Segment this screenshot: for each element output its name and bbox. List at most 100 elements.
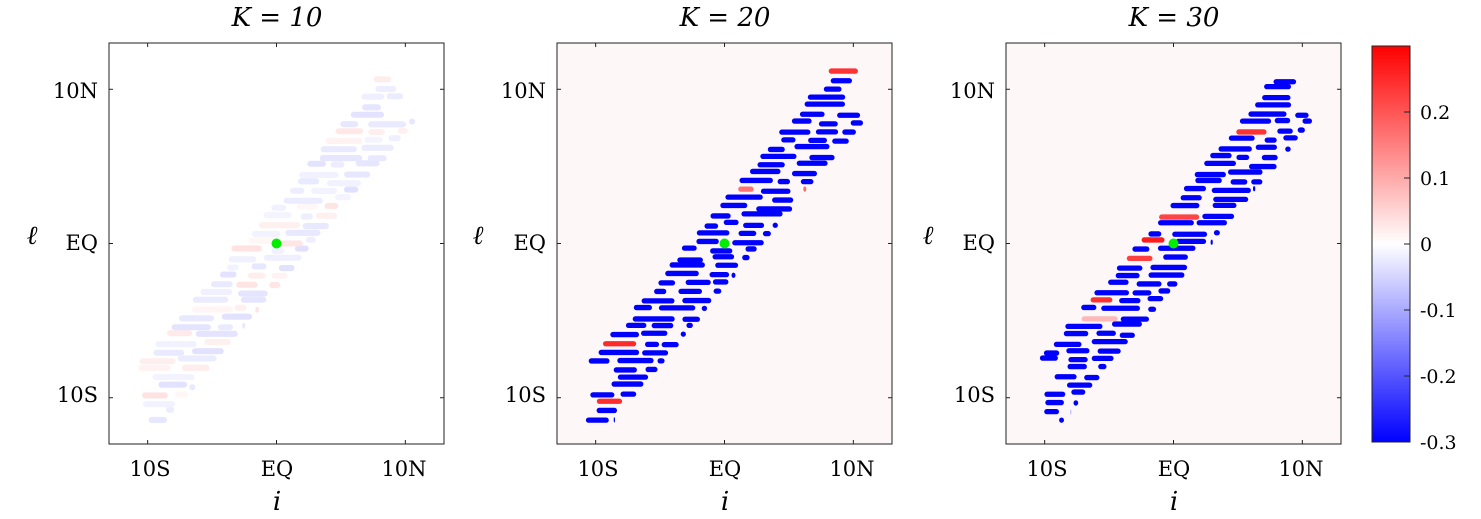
panel-1-cell <box>200 288 233 295</box>
panel-3-cell <box>1251 179 1263 185</box>
panel-1-cell <box>248 237 276 244</box>
colorbar-tick-label-1: 0.1 <box>1420 168 1450 190</box>
panel-2-cell <box>681 245 697 251</box>
panel-1-cell <box>361 93 385 100</box>
panel-2-cell <box>617 374 649 380</box>
panel-2-xlabel: i <box>721 487 729 517</box>
panel-3-cell <box>1044 409 1059 415</box>
panel-2-cell <box>710 213 731 219</box>
panel-3-xtick-2: 10N <box>1278 457 1323 481</box>
panel-2-cell <box>741 211 783 217</box>
panel-1-cell <box>386 93 404 100</box>
panel-2-cell <box>651 322 674 329</box>
panel-1-cell <box>192 306 233 313</box>
panel-3-cell <box>1063 330 1089 337</box>
panel-1-cell <box>343 186 359 193</box>
panel-3-cell <box>1126 255 1153 261</box>
panel-2: K = 20 10S EQ 10N 10N EQ 10S i ℓ <box>473 3 893 517</box>
panel-2-cell <box>760 188 791 194</box>
panel-3-cell <box>1141 237 1165 243</box>
panel-2-cell <box>803 186 807 192</box>
panel-3-cell <box>1255 144 1277 150</box>
panel-1-cell <box>171 324 211 331</box>
panel-3-cell <box>1158 220 1194 226</box>
panel-3-cell <box>1262 95 1291 101</box>
panel-2-xtick-1: EQ <box>709 457 742 481</box>
colorbar-tick-label-4: -0.2 <box>1420 366 1457 388</box>
panel-1-cell <box>220 271 237 278</box>
panel-1-cell <box>302 223 329 230</box>
panel-2-cell <box>828 68 858 74</box>
panel-3-cell <box>1065 323 1103 329</box>
panel-3-cell <box>1274 117 1291 124</box>
colorbar-ticks: 0.2 0.1 0 -0.1 -0.2 -0.3 <box>1404 102 1457 454</box>
panel-3-cell <box>1150 264 1188 271</box>
panel-1-cell <box>278 240 303 247</box>
panel-2-cell <box>815 129 839 135</box>
panel-2-cell <box>611 381 644 387</box>
panel-1-cell <box>305 236 316 243</box>
panel-3-cell <box>1210 239 1213 245</box>
panel-2-cell <box>632 316 675 322</box>
panel-1-marker <box>271 238 282 249</box>
panel-1-cell <box>344 171 371 178</box>
panel-1-cell <box>278 265 295 272</box>
panel-2-cell <box>743 222 765 228</box>
panel-1-cell <box>294 245 309 252</box>
panel-3-cell <box>1261 154 1278 161</box>
panel-3-cell <box>1067 382 1093 388</box>
panel-2-plot-area <box>557 43 892 444</box>
panel-3-cell <box>1195 177 1222 184</box>
panel-1-cell <box>181 364 210 371</box>
panel-3-cell <box>1045 399 1064 406</box>
panel-3-cell <box>1148 306 1157 312</box>
panel-1-cell <box>255 306 260 313</box>
panel-3-cell <box>1068 357 1088 363</box>
panel-1-frame <box>108 42 445 445</box>
panel-3-ytick-2: 10S <box>954 383 995 407</box>
panel-1-cell <box>165 406 175 413</box>
panel-3-cell <box>1196 220 1227 226</box>
panel-1-cell <box>335 194 352 201</box>
panel-1-cell <box>271 204 287 211</box>
panel-1-cell <box>228 256 257 263</box>
panel-3-cell <box>1112 321 1142 327</box>
panel-2-cell <box>669 262 705 268</box>
panel-1-cell <box>148 416 167 423</box>
panel-2-cell <box>680 331 686 337</box>
panel-3-cell <box>1148 231 1162 237</box>
panel-2-cell <box>686 322 693 328</box>
panel-3-cell <box>1218 146 1252 152</box>
panel-2-marker <box>719 238 730 249</box>
panel-1-ytick-1: EQ <box>65 231 98 255</box>
panel-2-cell <box>832 138 849 144</box>
panel-1-cell <box>238 290 268 297</box>
panel-1-cell <box>158 381 188 388</box>
panel-3-cell <box>1067 363 1087 370</box>
panel-2-cell <box>742 254 750 261</box>
panel-1-cell <box>285 229 321 236</box>
panel-1-cell <box>409 118 416 125</box>
panel-2-ytick-1: EQ <box>513 231 546 255</box>
panel-1-xtick-0: 10S <box>129 457 170 481</box>
panel-2-cell <box>704 223 719 229</box>
panel-3: K = 30 10S EQ 10N 10N EQ 10S i ℓ <box>923 3 1342 517</box>
panel-2-cell <box>665 270 699 277</box>
panel-3-cell <box>1081 316 1118 322</box>
panel-2-cell <box>732 240 764 246</box>
panel-2-cell <box>658 305 696 311</box>
panel-3-cell <box>1096 330 1116 336</box>
panel-2-cell <box>696 238 719 245</box>
panel-2-cell <box>794 143 830 150</box>
panel-2-title: K = 20 <box>679 3 771 33</box>
panel-2-cell <box>739 177 773 184</box>
panel-2-cell <box>645 341 660 347</box>
panel-2-cell <box>762 231 771 237</box>
panel-2-cell <box>713 288 722 294</box>
colorbar-tick-label-5: -0.3 <box>1420 432 1457 454</box>
panel-3-cell <box>1167 281 1178 287</box>
panel-2-cell <box>781 137 796 143</box>
panel-1-cell <box>355 160 380 167</box>
panel-1-cell <box>192 348 224 355</box>
